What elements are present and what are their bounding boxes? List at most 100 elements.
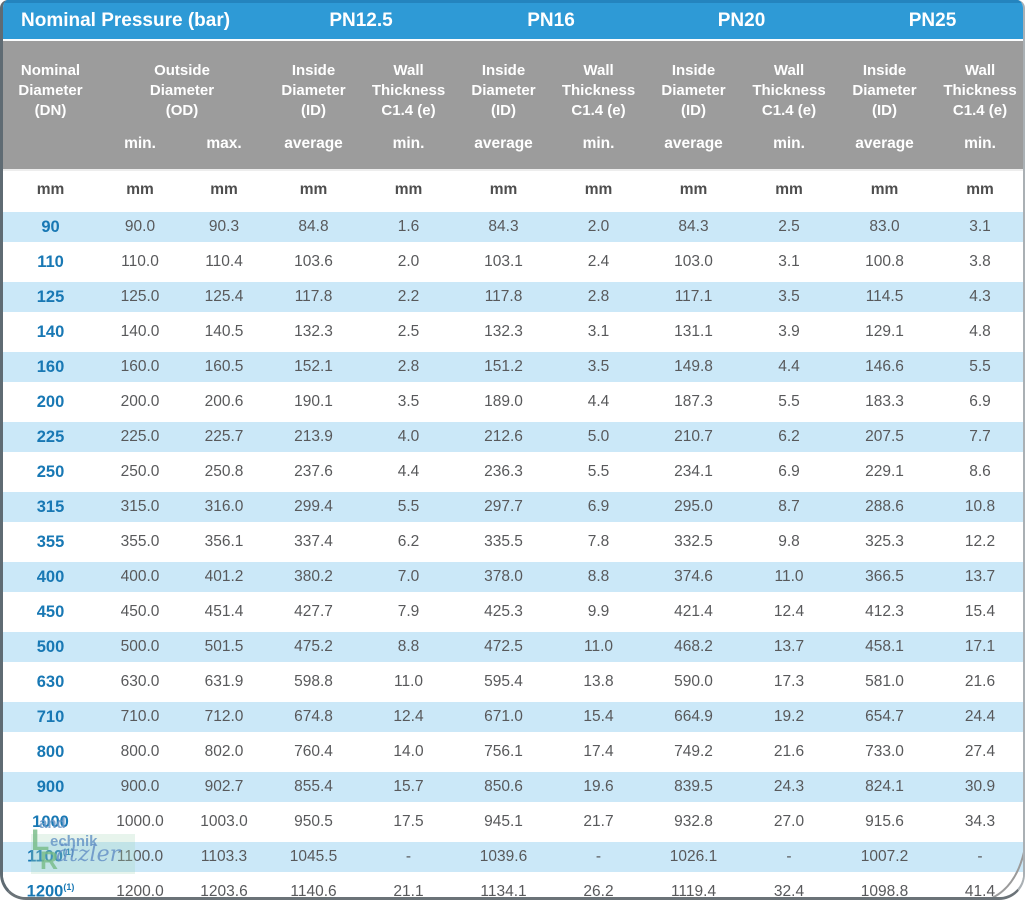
value-cell: 595.4 [456,664,552,699]
value-cell: 581.0 [837,664,933,699]
value-cell: 295.0 [646,489,742,524]
table-row: 1100(1) 1100.0 1103.3 1045.5-1039.6-1026.1-… [3,839,1023,874]
stat-header: min. [361,135,457,171]
value-cell: 183.3 [837,384,933,419]
value-cell: - [361,839,457,874]
value-cell: 4.0 [361,419,457,454]
value-cell: 11.0 [551,629,647,664]
value-cell: 654.7 [837,699,933,734]
stat-header: average [266,135,362,171]
value-cell: 152.1 [266,349,362,384]
column-header: Wall Thickness C1.4 (e) [741,41,838,135]
value-cell: 15.4 [551,699,647,734]
units-row: mm mm mm mm mm mm mm mm mm mm mm [3,171,1023,209]
value-cell: 12.4 [361,699,457,734]
table-row: 160 160.0 160.5 152.1 2.8 151.2 3.5 149.8 4.4 146… [3,349,1023,384]
value-cell: 131.1 [646,314,742,349]
value-cell: 4.3 [932,279,1023,314]
dn-cell: 110 [3,244,98,279]
dn-cell: 355 [3,524,98,559]
value-cell: 15.7 [361,769,457,804]
column-header: Wall Thickness C1.4 (e) [932,41,1023,135]
column-header: Wall Thickness C1.4 (e) [551,41,647,135]
value-cell: 17.5 [361,804,457,839]
value-cell: 26.2 [551,874,647,897]
dn-cell: 450 [3,594,98,629]
value-cell: 5.5 [741,384,838,419]
value-cell: 315.0 [98,489,182,524]
value-cell: 590.0 [646,664,742,699]
value-cell: 8.6 [932,454,1023,489]
value-cell: 945.1 [456,804,552,839]
dn-cell: 140 [3,314,98,349]
value-cell: 103.0 [646,244,742,279]
dn-cell: 500 [3,629,98,664]
stat-header: average [456,135,552,171]
value-cell: 1134.1 [456,874,552,897]
value-cell: 200.6 [182,384,267,419]
value-cell: 117.8 [266,279,362,314]
value-cell: 1039.6 [456,839,552,874]
unit-cell: mm [3,171,98,209]
value-cell: 84.8 [266,209,362,244]
value-cell: 631.9 [182,664,267,699]
column-header: Nominal Diameter (DN) [3,41,98,135]
value-cell: 17.3 [741,664,838,699]
table-row: 140 140.0 140.5 132.3 2.5 132.3 3.1 131.1 3.9 129… [3,314,1023,349]
value-cell: - [932,839,1023,874]
value-cell: 1045.5 [266,839,362,874]
value-cell: 8.8 [361,629,457,664]
value-cell: 21.1 [361,874,457,897]
value-cell: 132.3 [266,314,362,349]
value-cell: 140.0 [98,314,182,349]
group-header-pn25: PN25 [837,0,1023,41]
value-cell: 236.3 [456,454,552,489]
value-cell: 421.4 [646,594,742,629]
group-header-row: Nominal Pressure (bar) PN12.5 PN16 PN20 … [3,0,1023,41]
value-cell: 19.6 [551,769,647,804]
value-cell: 14.0 [361,734,457,769]
footnote-marker: (1) [63,882,75,893]
value-cell: 7.0 [361,559,457,594]
value-cell: 12.2 [932,524,1023,559]
value-cell: 1000.0 [98,804,182,839]
value-cell: 250.8 [182,454,267,489]
dn-cell: 1000 [3,804,98,839]
column-header: Inside Diameter (ID) [456,41,552,135]
value-cell: 2.2 [361,279,457,314]
value-cell: 2.8 [361,349,457,384]
value-cell: 3.8 [932,244,1023,279]
value-cell: 671.0 [456,699,552,734]
table-row: 110 110.0 110.4 103.6 2.0 103.1 2.4 103.0 3.1 100… [3,244,1023,279]
footnote-marker: (1) [62,847,74,858]
value-cell: 237.6 [266,454,362,489]
value-cell: 374.6 [646,559,742,594]
unit-cell: mm [646,171,742,209]
dn-cell: 250 [3,454,98,489]
value-cell: 212.6 [456,419,552,454]
value-cell: 24.3 [741,769,838,804]
value-cell: 21.6 [932,664,1023,699]
value-cell: 90.3 [182,209,267,244]
value-cell: 83.0 [837,209,933,244]
value-cell: 1140.6 [266,874,362,897]
table-row: 400 400.0 401.2 380.2 7.0 378.0 8.8 374.6 11.0 36… [3,559,1023,594]
value-cell: 13.7 [741,629,838,664]
column-header: Inside Diameter (ID) [266,41,362,135]
dn-cell: 315 [3,489,98,524]
value-cell: 451.4 [182,594,267,629]
value-cell: 15.4 [932,594,1023,629]
table-row: 900 900.0 902.7 855.4 15.7 850.6 19.6 839.5 24.3… [3,769,1023,804]
value-cell: 900.0 [98,769,182,804]
value-cell: 355.0 [98,524,182,559]
dn-cell: 90 [3,209,98,244]
table-row: 125 125.0 125.4 117.8 2.2 117.8 2.8 117.1 3.5 114… [3,279,1023,314]
unit-cell: mm [456,171,552,209]
value-cell: 225.0 [98,419,182,454]
table-row: 225 225.0 225.7 213.9 4.0 212.6 5.0 210.7 6.2 207… [3,419,1023,454]
value-cell: 13.7 [932,559,1023,594]
value-cell: 288.6 [837,489,933,524]
value-cell: 3.5 [551,349,647,384]
value-cell: 756.1 [456,734,552,769]
